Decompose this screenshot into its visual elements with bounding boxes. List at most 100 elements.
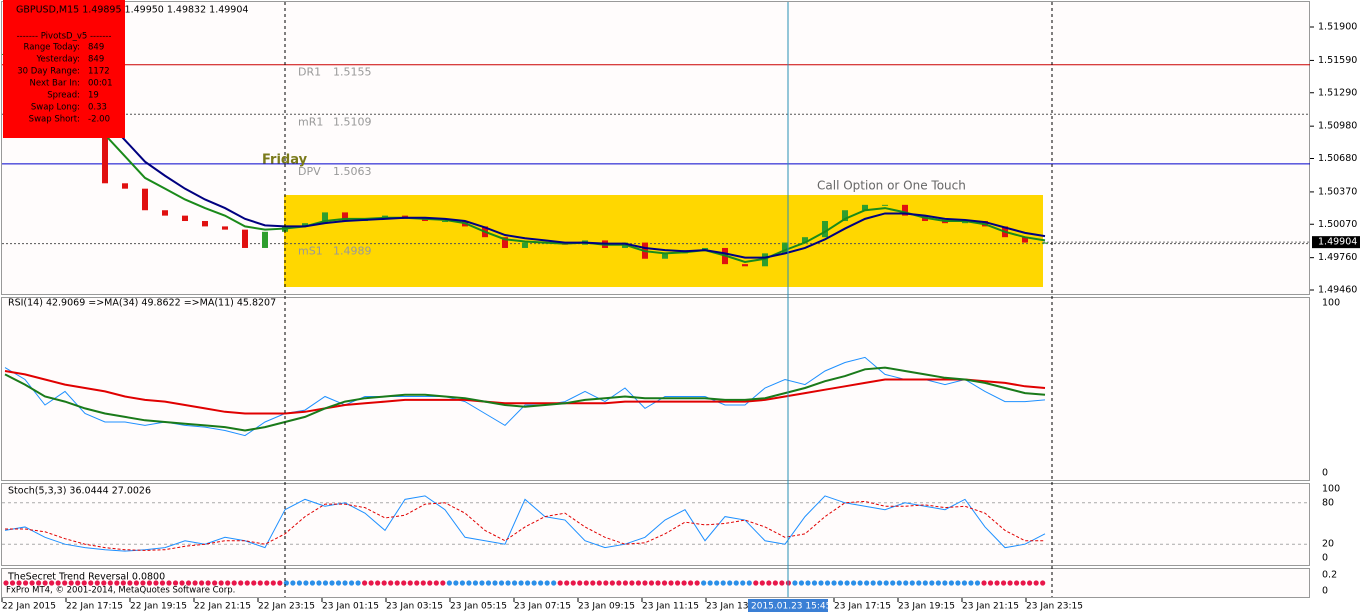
signal-dot [590, 580, 596, 586]
signal-dot [264, 580, 270, 586]
signal-dot [916, 580, 922, 586]
signal-dot [994, 580, 1000, 586]
signal-dot [701, 580, 707, 586]
signal-dot [642, 580, 648, 586]
candle [102, 134, 108, 184]
signal-dot [668, 580, 674, 586]
signal-dot [1033, 580, 1039, 586]
signal-dot [987, 580, 994, 586]
signal-dot [427, 580, 433, 586]
signal-dot [375, 580, 381, 586]
signal-dot [635, 580, 642, 586]
signal-dot [824, 580, 831, 586]
signal-dot [733, 580, 739, 586]
info-value: 849 [88, 43, 104, 53]
info-label: Swap Long: [31, 103, 80, 113]
signal-dot [140, 580, 146, 586]
signal-dot [185, 580, 192, 586]
signal-dot [877, 580, 883, 586]
signal-dot [544, 580, 550, 586]
signal-dot [870, 580, 876, 586]
candle [842, 210, 848, 222]
candle [662, 253, 668, 259]
signal-dot [88, 580, 94, 586]
footer: FxPro MT4, © 2001-2014, MetaQuotes Softw… [6, 586, 235, 596]
signal-dot [772, 580, 778, 586]
signal-dot [746, 580, 752, 586]
signal-dot [290, 580, 296, 586]
candle [342, 212, 348, 222]
y-tick-label: 1.50980 [1318, 121, 1357, 132]
signal-dot [851, 580, 857, 586]
signal-dot [296, 580, 302, 586]
indicator-line [5, 500, 1045, 551]
signal-dot [616, 580, 622, 586]
candle [522, 242, 528, 248]
signal-dot [172, 580, 179, 586]
y-tick-label: 1.50070 [1318, 219, 1357, 230]
signal-dot [864, 580, 870, 586]
signal-dot [922, 580, 928, 586]
signal-dot [505, 580, 511, 586]
signal-dot [166, 580, 172, 586]
signal-dot [146, 580, 153, 586]
signal-dot [179, 580, 185, 586]
signal-dot [896, 580, 902, 586]
signal-dot [270, 580, 276, 586]
candle [1042, 242, 1048, 244]
signal-dot [231, 580, 237, 586]
signal-dot [218, 580, 224, 586]
signal-dot [394, 580, 400, 586]
signal-dot [779, 580, 785, 586]
signal-dot [42, 580, 48, 586]
candle [782, 242, 788, 254]
signal-dot [1000, 580, 1007, 586]
candle [202, 221, 208, 227]
signal-dot [740, 580, 746, 586]
x-tick-label: 23 Jan 23:15 [1026, 602, 1083, 612]
signal-dot [362, 580, 368, 586]
candle [142, 188, 148, 211]
signal-dot [3, 580, 9, 586]
signal-dot [909, 580, 915, 586]
candle [802, 237, 808, 243]
info-value: -2.00 [88, 115, 110, 125]
signal-dot [511, 580, 518, 586]
candle [242, 229, 248, 248]
signal-dot [36, 580, 42, 586]
signal-dot [844, 580, 850, 586]
candle [322, 212, 328, 224]
info-box [3, 0, 125, 138]
range-box [284, 195, 1043, 287]
signal-dot [929, 580, 935, 586]
signal-dot [674, 580, 681, 586]
signal-dot [498, 580, 505, 586]
x-tick-label: 23 Jan 19:15 [898, 602, 955, 612]
info-label: Yesterday: [35, 55, 80, 65]
signal-dot [714, 580, 720, 586]
info-value: 1172 [88, 67, 110, 77]
signal-dot [368, 580, 374, 586]
info-label: 30 Day Range: [17, 67, 80, 77]
signal-dot [766, 580, 772, 586]
y-tick-label: 1.51590 [1318, 55, 1357, 66]
signal-dot [22, 580, 29, 586]
signal-dot [101, 580, 107, 586]
signal-dot [225, 580, 231, 586]
y-tick-label: 20 [1322, 539, 1334, 550]
x-tick-label: 23 Jan 21:15 [962, 602, 1019, 612]
y-tick-label: 1.51290 [1318, 87, 1357, 98]
chart-title: GBPUSD,M15 1.49895 1.49950 1.49832 1.499… [16, 5, 248, 16]
x-tick-label: 23 Jan 13 [706, 602, 749, 612]
signal-dot [205, 580, 211, 586]
signal-dot [388, 580, 394, 586]
candle [442, 221, 448, 223]
candle [162, 210, 168, 216]
signal-dot [133, 580, 139, 586]
x-tick-label: 23 Jan 05:15 [450, 602, 507, 612]
signal-dot [75, 580, 81, 586]
candle [762, 253, 768, 267]
signal-dot [114, 580, 120, 586]
y-tick-label: 100 [1322, 298, 1340, 309]
signal-dot [329, 580, 335, 586]
